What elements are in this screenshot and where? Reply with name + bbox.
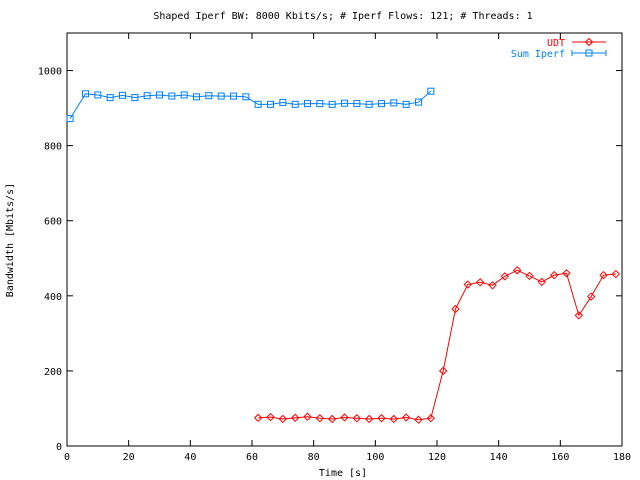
data-point-udt [253,413,263,423]
data-point-sum-iperf [119,91,126,99]
data-point-udt [475,278,485,287]
data-point-udt [451,304,460,314]
data-point-udt [401,413,411,422]
data-point-sum-iperf [217,92,225,100]
data-point-sum-iperf [180,91,188,99]
x-tick-label: 120 [428,452,446,463]
x-tick-label: 140 [490,452,508,463]
data-point-udt [599,270,608,280]
series-udt [253,266,621,424]
data-point-udt [352,414,362,423]
data-point-sum-iperf [304,100,311,108]
data-point-udt [303,412,312,421]
data-point-udt [488,281,497,290]
data-point-sum-iperf [415,98,422,106]
data-series [66,87,621,424]
x-tick-label: 0 [64,452,70,463]
series-sum-iperf [66,87,435,123]
chart-title: Shaped Iperf BW: 8000 Kbits/s; # Iperf F… [153,11,532,22]
data-point-sum-iperf [82,90,89,98]
data-point-sum-iperf [254,100,262,108]
data-point-sum-iperf [193,93,200,101]
data-point-sum-iperf [156,91,163,99]
data-point-udt [512,266,522,275]
data-point-sum-iperf [66,115,74,123]
data-point-udt [586,292,596,301]
x-tick-label: 20 [123,452,135,463]
data-point-sum-iperf [267,100,274,108]
data-point-udt [611,269,621,279]
x-tick-label: 100 [366,452,384,463]
legend-marker-sum-iperf [585,49,593,57]
data-point-udt [340,413,349,422]
data-point-sum-iperf [230,92,237,100]
y-tick-label: 800 [44,142,62,153]
data-point-sum-iperf [168,92,176,100]
x-tick-label: 60 [246,452,258,463]
data-point-udt [364,414,374,424]
plot-area [66,32,623,447]
y-axis-label: Bandwidth [Mbits/s] [5,183,16,297]
data-point-udt [426,414,436,423]
data-point-udt [278,414,288,424]
data-point-udt [266,412,275,422]
data-point-sum-iperf [390,99,398,107]
data-point-udt [414,415,423,424]
data-point-udt [525,271,534,281]
series-line-udt [258,269,616,421]
data-point-sum-iperf [143,92,151,100]
legend-label-udt: UDT [547,38,565,49]
x-tick-label: 40 [184,452,196,463]
data-point-udt [549,270,559,280]
data-point-sum-iperf [205,92,213,100]
x-tick-label: 160 [551,452,569,463]
axis-ticks: 0 20 40 60 80 100 120 140 160 180 0 200 400 600 800 100… [38,33,631,463]
data-point-udt [463,280,473,289]
data-point-sum-iperf [341,99,348,107]
y-tick-label: 400 [44,292,62,303]
data-point-udt [377,414,386,423]
data-point-sum-iperf [365,100,373,108]
y-tick-label: 200 [44,367,62,378]
data-point-udt [500,272,510,281]
x-tick-label: 180 [613,452,631,463]
x-axis-label: Time [s] [319,468,367,479]
y-tick-label: 600 [44,217,62,228]
data-point-udt [438,366,448,376]
data-point-udt [290,413,300,423]
legend-marker-udt [584,37,594,47]
y-tick-label: 0 [56,442,62,453]
data-point-udt [327,414,337,424]
data-point-udt [562,269,571,278]
data-point-sum-iperf [279,98,287,106]
data-point-sum-iperf [353,100,361,108]
legend-label-sum-iperf: Sum Iperf [511,49,565,60]
data-point-sum-iperf [427,87,435,95]
data-point-sum-iperf [316,100,324,108]
data-point-udt [537,277,547,287]
x-tick-label: 80 [308,452,320,463]
data-point-sum-iperf [94,91,102,99]
data-point-sum-iperf [402,100,410,108]
data-point-sum-iperf [106,94,114,102]
plot-frame [66,32,623,447]
y-tick-label: 1000 [38,67,62,78]
data-point-sum-iperf [328,100,336,108]
data-point-sum-iperf [242,93,250,101]
data-point-sum-iperf [131,94,139,102]
data-point-sum-iperf [291,100,299,108]
data-point-udt [315,414,325,423]
series-line-sum-iperf [69,90,432,119]
data-point-udt [389,414,399,424]
data-point-sum-iperf [378,100,385,108]
data-point-udt [574,311,584,320]
